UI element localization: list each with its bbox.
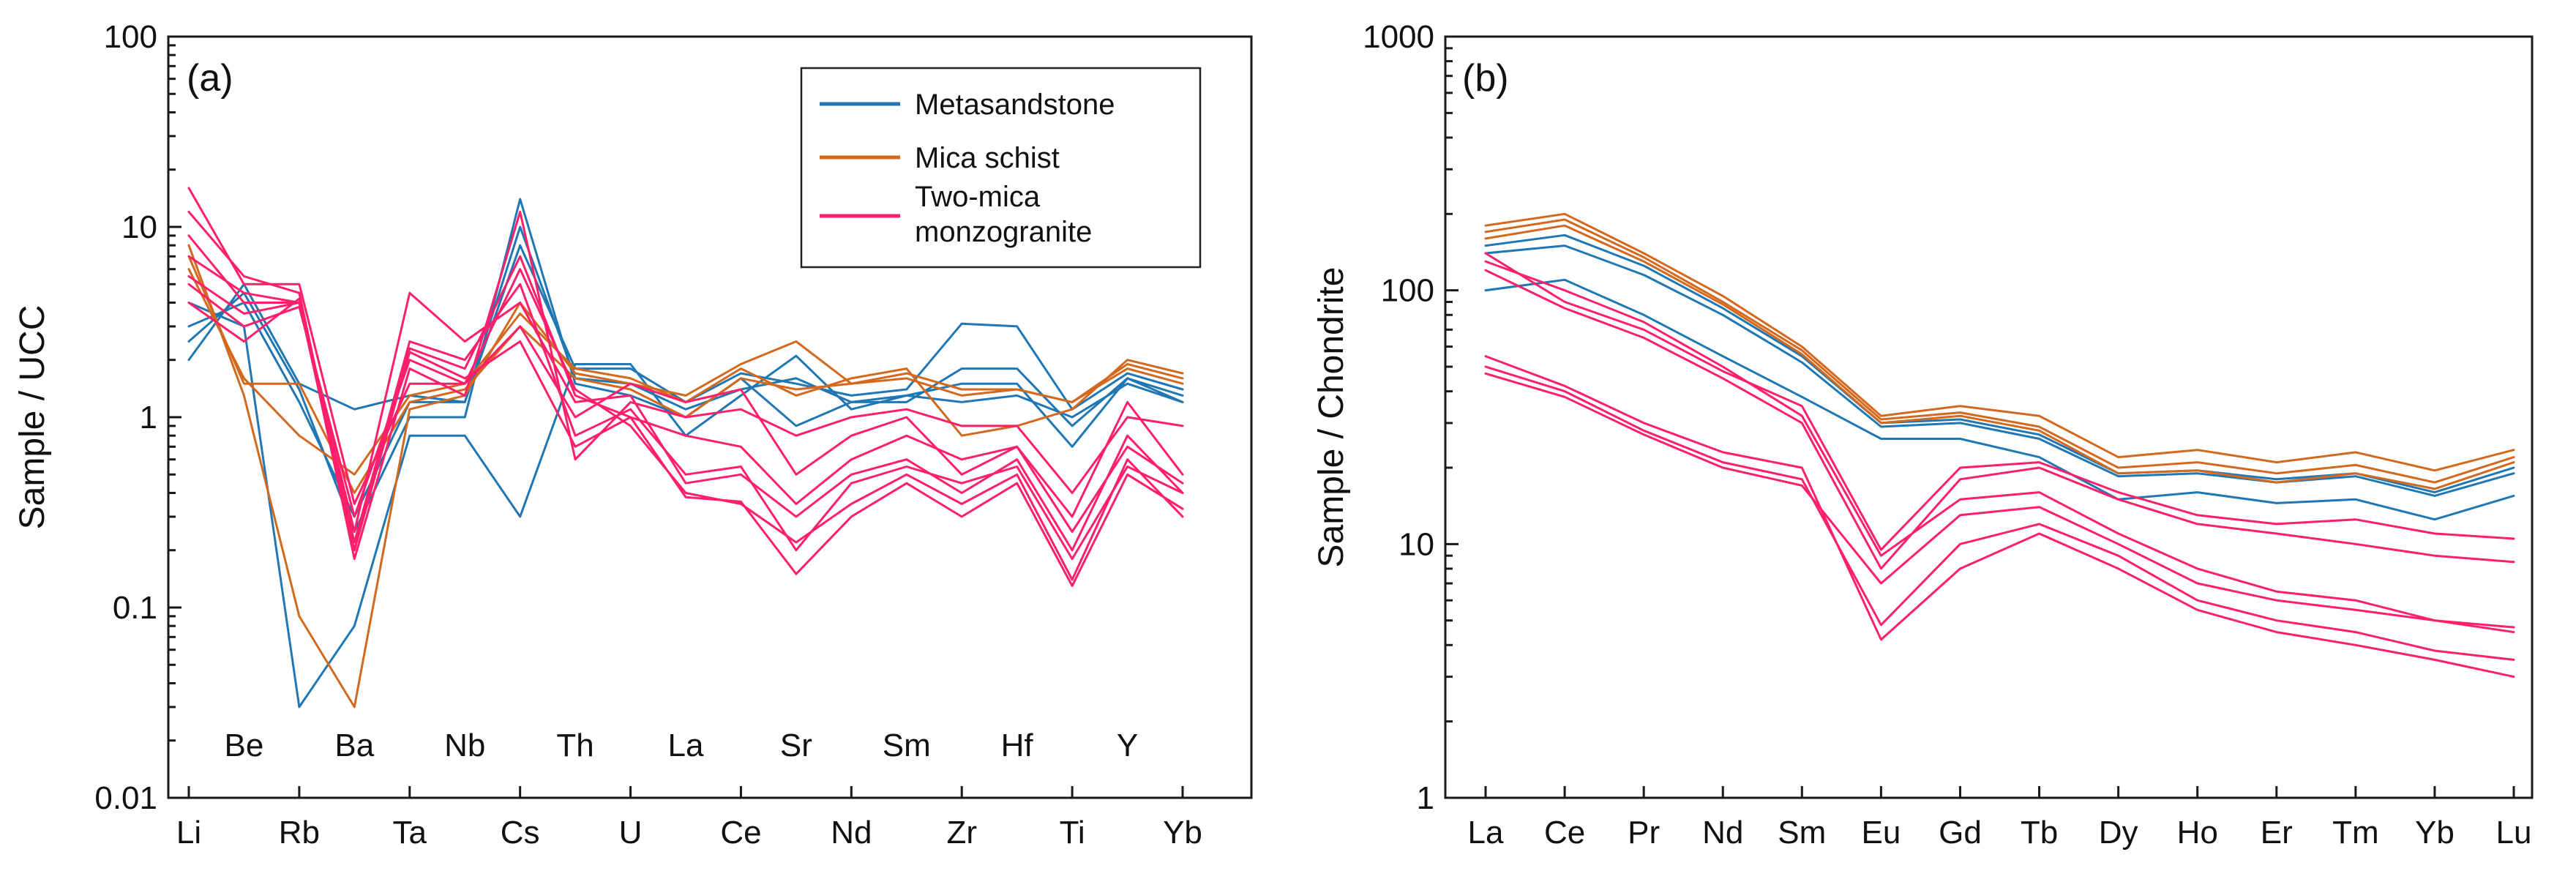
- panel-b-y-axis-label: Sample / Chondrite: [1312, 267, 1351, 568]
- panel-b-x-tick-label-tm: Tm: [2332, 815, 2379, 851]
- panel-a-x-tick-label-ti: Ti: [1060, 815, 1085, 851]
- panel-a-x-tick-label-cs: Cs: [501, 815, 540, 851]
- panel-b-series-mica-schist-6: [1484, 224, 2515, 490]
- panel-b-x-tick-label-ho: Ho: [2177, 815, 2218, 851]
- panel-a-inner-label-th: Th: [556, 728, 594, 763]
- panel-a-x-tick-label-u: U: [619, 815, 643, 851]
- panel-b-x-tick-label-lu: Lu: [2496, 815, 2532, 851]
- panel-b-x-tick-label-er: Er: [2261, 815, 2293, 851]
- panel-a-inner-label-nb: Nb: [444, 728, 485, 763]
- panel-b-x-axis: La Ce Pr Nd Sm Eu Gd Tb Dy Ho Er Tm Yb Lu: [1468, 786, 2532, 851]
- panel-a-inner-label-ba: Ba: [334, 728, 374, 763]
- panel-b-series-metasandstone-2: [1484, 278, 2515, 521]
- panel-a-inner-label-hf: Hf: [1001, 728, 1034, 763]
- panel-b-series-mica-schist-4: [1484, 212, 2515, 472]
- panel-a-inner-label-sm: Sm: [883, 728, 931, 763]
- panel-a-y-axis-label: Sample / UCC: [13, 305, 52, 530]
- panel-a-x-tick-label-li: Li: [176, 815, 201, 851]
- legend: Metasandstone Mica schist Two-mica monzo…: [800, 67, 1202, 269]
- panel-b-series-mica-schist-5: [1484, 218, 2515, 484]
- legend-box: [800, 67, 1202, 269]
- panel-a-y-tick-label-1: 1: [140, 400, 157, 436]
- panel-b-x-tick-label-sm: Sm: [1778, 815, 1826, 851]
- panel-b-series-two-mica-monzogranite-12: [1484, 252, 2515, 551]
- panel-b-series-group: [1484, 212, 2515, 679]
- legend-mica-schist-label: Mica schist: [915, 142, 1060, 174]
- panel-a-series-two-mica-monzogranite-10: [187, 234, 1184, 552]
- legend-two-mica-label-line2: monzogranite: [915, 216, 1092, 248]
- panel-b-series-two-mica-monzogranite-7: [1484, 355, 2515, 679]
- panel-b-label: (b): [1462, 57, 1509, 100]
- panel-a-x-tick-label-yb: Yb: [1163, 815, 1202, 851]
- panel-b-x-tick-label-ce: Ce: [1544, 815, 1585, 851]
- panel-b-series-metasandstone-3: [1484, 244, 2515, 497]
- panel-b-y-tick-label-1000: 1000: [1363, 19, 1434, 55]
- panel-b-x-tick-label-dy: Dy: [2099, 815, 2138, 851]
- panel-a-x-tick-label-ta: Ta: [393, 815, 427, 851]
- panel-b-x-tick-label-la: La: [1468, 815, 1504, 851]
- panel-a-inner-labels: Be Ba Nb Th La Sr Sm Hf Y: [225, 728, 1139, 763]
- panel-a-chart: 0.01 0.1 1 10 100 Li Rb Ta Cs U Ce Nd Zr Ti Yb Be Ba Nb…: [13, 19, 1253, 851]
- panel-b-y-tick-label-10: 10: [1399, 526, 1434, 562]
- panel-b-x-tick-label-yb: Yb: [2415, 815, 2455, 851]
- panel-b-x-tick-label-tb: Tb: [2021, 815, 2058, 851]
- panel-a-y-tick-label-100: 100: [104, 19, 157, 55]
- panel-b-series-two-mica-monzogranite-8: [1484, 365, 2515, 661]
- panel-a-series-two-mica-monzogranite-12: [187, 210, 1184, 561]
- panel-b-x-tick-label-nd: Nd: [1702, 815, 1743, 851]
- panel-b-series-two-mica-monzogranite-11: [1484, 269, 2515, 570]
- panel-a-y-tick-label-10: 10: [121, 209, 157, 245]
- panel-a-inner-label-y: Y: [1117, 728, 1138, 763]
- panel-a-inner-label-be: Be: [225, 728, 264, 763]
- panel-a-y-tick-label-0-1: 0.1: [113, 590, 157, 626]
- panel-a-inner-label-sr: Sr: [780, 728, 812, 763]
- panel-a-series-two-mica-monzogranite-13: [187, 275, 1184, 552]
- panel-a-x-tick-label-rb: Rb: [279, 815, 320, 851]
- legend-two-mica-label-line1: Two-mica: [915, 181, 1041, 213]
- panel-a-series-group: [187, 187, 1184, 709]
- panel-a-x-tick-label-ce: Ce: [720, 815, 761, 851]
- panel-b-series-two-mica-monzogranite-9: [1484, 372, 2515, 634]
- panel-a-inner-label-la: La: [668, 728, 704, 763]
- panel-b-x-tick-label-eu: Eu: [1861, 815, 1901, 851]
- panel-a-y-axis: 0.01 0.1 1 10 100: [94, 19, 181, 816]
- panel-b-plot-frame: [1444, 35, 2534, 799]
- panel-a-x-tick-label-zr: Zr: [946, 815, 977, 851]
- panel-a-label: (a): [187, 57, 233, 100]
- panel-a-series-two-mica-monzogranite-8: [187, 187, 1184, 581]
- panel-a-x-tick-label-nd: Nd: [831, 815, 872, 851]
- panel-b-y-tick-label-100: 100: [1381, 273, 1434, 309]
- panel-a-x-axis: Li Rb Ta Cs U Ce Nd Zr Ti Yb: [176, 786, 1202, 851]
- legend-metasandstone-label: Metasandstone: [915, 89, 1115, 121]
- panel-b-series-two-mica-monzogranite-10: [1484, 260, 2515, 629]
- panel-a-series-two-mica-monzogranite-14: [187, 255, 1184, 561]
- panel-b-x-tick-label-gd: Gd: [1939, 815, 1982, 851]
- panel-a-y-tick-label-0-01: 0.01: [94, 780, 157, 816]
- panel-b-x-tick-label-pr: Pr: [1628, 815, 1660, 851]
- panel-a-series-mica-schist-6: [187, 268, 1184, 476]
- panel-b-y-tick-label-1: 1: [1417, 780, 1434, 816]
- panel-b-y-axis: 1 10 100 1000: [1363, 19, 1459, 816]
